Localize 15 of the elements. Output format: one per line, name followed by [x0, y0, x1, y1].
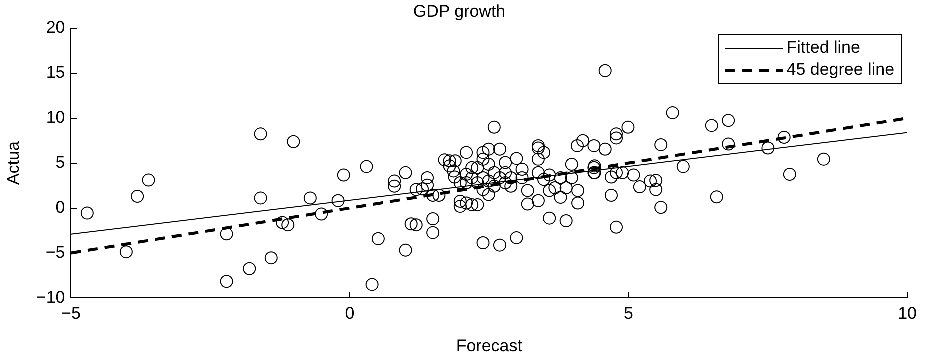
y-tick-label: −5 — [46, 242, 66, 262]
y-tick-label: 20 — [46, 18, 66, 38]
x-tick-label: 10 — [898, 304, 918, 324]
x-tick-label: 5 — [624, 304, 634, 324]
x-axis-title: Forecast — [456, 336, 523, 356]
y-tick-label: −10 — [36, 288, 66, 307]
y-tick-label: 0 — [56, 198, 66, 217]
legend-label: Fitted line — [786, 38, 860, 58]
y-axis-title: Actua — [4, 141, 23, 186]
y-tick-label: 15 — [46, 63, 66, 82]
y-tick-label: 10 — [46, 108, 66, 128]
y-tick-label: 5 — [56, 152, 66, 172]
x-tick-label: 0 — [345, 304, 355, 324]
legend-label: 45 degree line — [786, 60, 895, 80]
chart-title: GDP growth — [413, 2, 506, 21]
